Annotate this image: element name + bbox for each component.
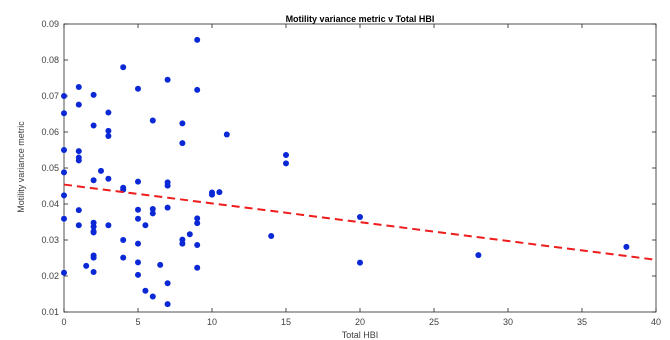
data-point — [120, 64, 127, 71]
y-tick-label: 0.06 — [41, 127, 59, 137]
data-point — [61, 192, 67, 199]
data-point — [194, 264, 201, 271]
x-tick-label: 35 — [577, 317, 587, 327]
data-point — [90, 223, 97, 230]
data-point — [61, 269, 67, 276]
data-point — [105, 127, 112, 134]
data-point — [164, 182, 171, 189]
data-point — [135, 271, 141, 278]
data-point — [61, 93, 67, 99]
data-point — [142, 287, 149, 294]
data-point — [216, 189, 223, 196]
data-point — [90, 91, 97, 98]
data-point — [135, 206, 141, 213]
data-point — [135, 240, 141, 247]
y-tick-label: 0.09 — [41, 19, 59, 29]
data-point — [357, 259, 363, 266]
data-point — [135, 178, 141, 185]
data-point — [268, 233, 275, 240]
data-point — [75, 84, 82, 90]
data-point — [179, 240, 186, 247]
data-point — [475, 252, 482, 259]
data-point — [194, 220, 201, 227]
data-point — [105, 132, 112, 139]
data-point — [283, 152, 289, 159]
data-point — [179, 120, 186, 127]
data-point — [61, 110, 67, 117]
data-point — [120, 237, 127, 243]
data-point — [75, 148, 82, 155]
data-point — [194, 86, 201, 93]
x-tick-label: 5 — [135, 317, 140, 327]
x-tick-label: 30 — [503, 317, 513, 327]
data-point — [194, 242, 201, 249]
data-point — [90, 254, 97, 261]
data-point — [75, 222, 82, 229]
data-point — [223, 131, 230, 138]
x-tick-label: 20 — [355, 317, 365, 327]
data-point — [135, 215, 141, 222]
data-point — [186, 231, 193, 238]
x-tick-label: 40 — [651, 317, 661, 327]
data-point — [135, 85, 141, 92]
data-point — [164, 76, 171, 83]
y-tick-label: 0.02 — [41, 271, 59, 281]
data-point — [75, 157, 82, 164]
y-tick-label: 0.03 — [41, 235, 59, 245]
x-tick-label: 25 — [429, 317, 439, 327]
x-tick-label: 0 — [61, 317, 66, 327]
data-point — [149, 206, 156, 213]
data-point — [61, 215, 67, 222]
y-tick-label: 0.05 — [41, 163, 59, 173]
data-point — [283, 160, 289, 167]
x-tick-label: 10 — [207, 317, 217, 327]
x-tick-label: 15 — [281, 317, 291, 327]
data-point — [105, 222, 112, 229]
data-point — [61, 147, 67, 153]
data-point — [194, 36, 201, 43]
y-tick-label: 0.07 — [41, 91, 59, 101]
y-axis-label: Motility variance metric — [16, 121, 26, 213]
data-point — [90, 122, 97, 129]
data-point — [83, 262, 90, 269]
data-point — [149, 210, 156, 217]
data-point — [61, 169, 67, 176]
data-point — [120, 254, 127, 261]
chart-title: Motility variance metric v Total HBI — [286, 14, 435, 24]
y-tick-label: 0.08 — [41, 55, 59, 65]
data-point — [164, 204, 171, 211]
trend-line — [63, 183, 657, 261]
data-point — [157, 261, 164, 268]
plot-area: 0 5 10 15 20 25 30 35 40 0.01 0.02 0.03 0.04 0.05 0.06… — [41, 19, 661, 327]
data-point — [194, 215, 201, 222]
data-point — [164, 280, 171, 287]
data-point — [135, 259, 141, 266]
data-point — [105, 109, 112, 116]
data-point — [149, 117, 156, 124]
data-point — [90, 177, 97, 184]
data-point — [179, 140, 186, 147]
y-tick-label: 0.01 — [41, 307, 59, 317]
data-point — [164, 301, 171, 308]
y-tick-label: 0.04 — [41, 199, 59, 209]
data-point — [98, 167, 104, 174]
data-point — [357, 213, 363, 220]
data-point — [90, 269, 97, 276]
data-point — [75, 207, 82, 214]
x-axis-label: Total HBI — [342, 330, 379, 340]
data-point — [75, 101, 82, 108]
data-point — [149, 293, 156, 300]
data-point — [623, 243, 630, 250]
data-point — [105, 175, 112, 182]
data-point — [142, 222, 149, 229]
data-point — [90, 229, 97, 236]
data-point — [209, 191, 215, 198]
